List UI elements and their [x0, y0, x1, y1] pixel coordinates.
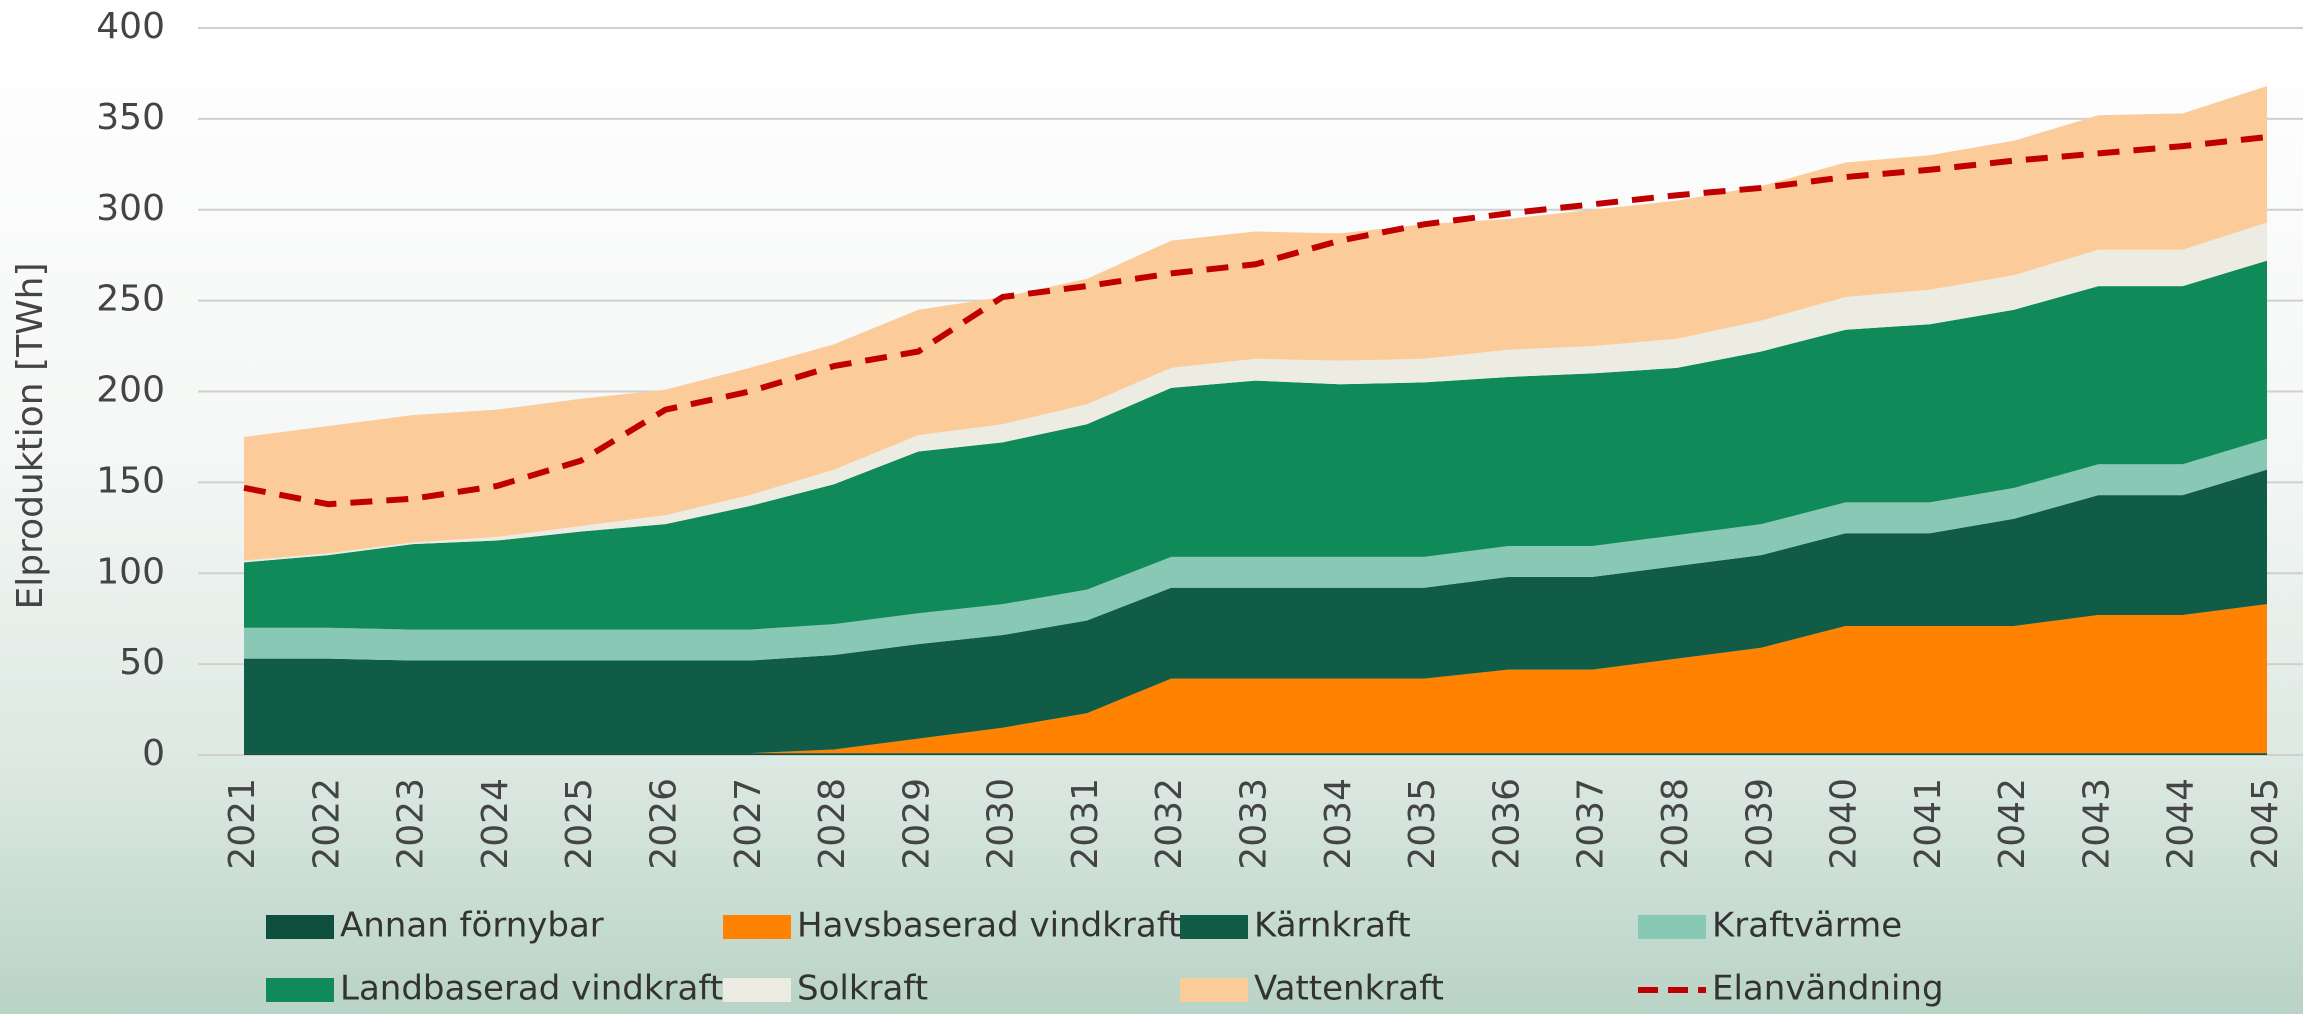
legend-label: Landbaserad vindkraft — [340, 969, 723, 1009]
y-tick-label: 400 — [96, 6, 165, 47]
legend-label: Kärnkraft — [1254, 906, 1411, 946]
area — [244, 753, 2267, 755]
x-tick-label: 2021 — [222, 778, 263, 870]
x-tick-label: 2044 — [2161, 778, 2202, 870]
page: {"chart_data": {"type": "stacked-area", … — [0, 0, 2303, 1014]
legend-swatch — [1180, 915, 1248, 939]
x-tick-label: 2038 — [1655, 778, 1696, 870]
x-tick-label: 2023 — [391, 778, 432, 870]
x-tick-label: 2028 — [812, 778, 853, 870]
x-tick-label: 2043 — [2076, 778, 2117, 870]
legend-label: Vattenkraft — [1254, 969, 1444, 1009]
y-tick-label: 250 — [96, 279, 165, 320]
y-tick-label: 150 — [96, 460, 165, 501]
x-tick-label: 2042 — [1992, 778, 2033, 870]
x-tick-label: 2027 — [728, 778, 769, 870]
y-tick-label: 0 — [142, 733, 165, 774]
y-tick-label: 50 — [119, 642, 165, 683]
y-tick-label: 300 — [96, 188, 165, 229]
x-tick-label: 2045 — [2245, 778, 2286, 870]
x-tick-label: 2035 — [1402, 778, 1443, 870]
x-tick-label: 2034 — [1318, 778, 1359, 870]
y-tick-label: 100 — [96, 551, 165, 592]
x-tick-label: 2033 — [1234, 778, 1275, 870]
x-tick-label: 2032 — [1149, 778, 1190, 870]
legend-label: Solkraft — [797, 969, 928, 1009]
legend-label: Elanvändning — [1712, 969, 1944, 1009]
x-tick-label: 2037 — [1571, 778, 1612, 870]
legend-swatch — [723, 915, 791, 939]
legend-swatch — [266, 978, 334, 1002]
x-tick-label: 2041 — [1908, 778, 1949, 870]
x-tick-label: 2025 — [559, 778, 600, 870]
legend-label: Havsbaserad vindkraft — [797, 906, 1181, 946]
legend-label: Annan förnybar — [340, 906, 604, 946]
y-tick-label: 200 — [96, 370, 165, 411]
x-tick-label: 2024 — [475, 778, 516, 870]
legend-swatch — [1180, 978, 1248, 1002]
legend-label: Kraftvärme — [1712, 906, 1902, 946]
y-tick-label: 350 — [96, 97, 165, 138]
legend-swatch — [723, 978, 791, 1002]
x-tick-label: 2029 — [896, 778, 937, 870]
x-tick-label: 2031 — [1065, 778, 1106, 870]
x-tick-label: 2026 — [643, 778, 684, 870]
x-tick-label: 2030 — [981, 778, 1022, 870]
y-axis-title: Elproduktion [TWh] — [10, 262, 51, 609]
x-tick-label: 2022 — [306, 778, 347, 870]
legend-swatch — [266, 915, 334, 939]
legend-swatch — [1638, 915, 1706, 939]
x-tick-label: 2039 — [1739, 778, 1780, 870]
chart: Elproduktion [TWh] 0 50 100 150 200 250 300 350… — [0, 0, 2303, 1014]
x-tick-label: 2040 — [1824, 778, 1865, 870]
x-tick-label: 2036 — [1486, 778, 1527, 870]
